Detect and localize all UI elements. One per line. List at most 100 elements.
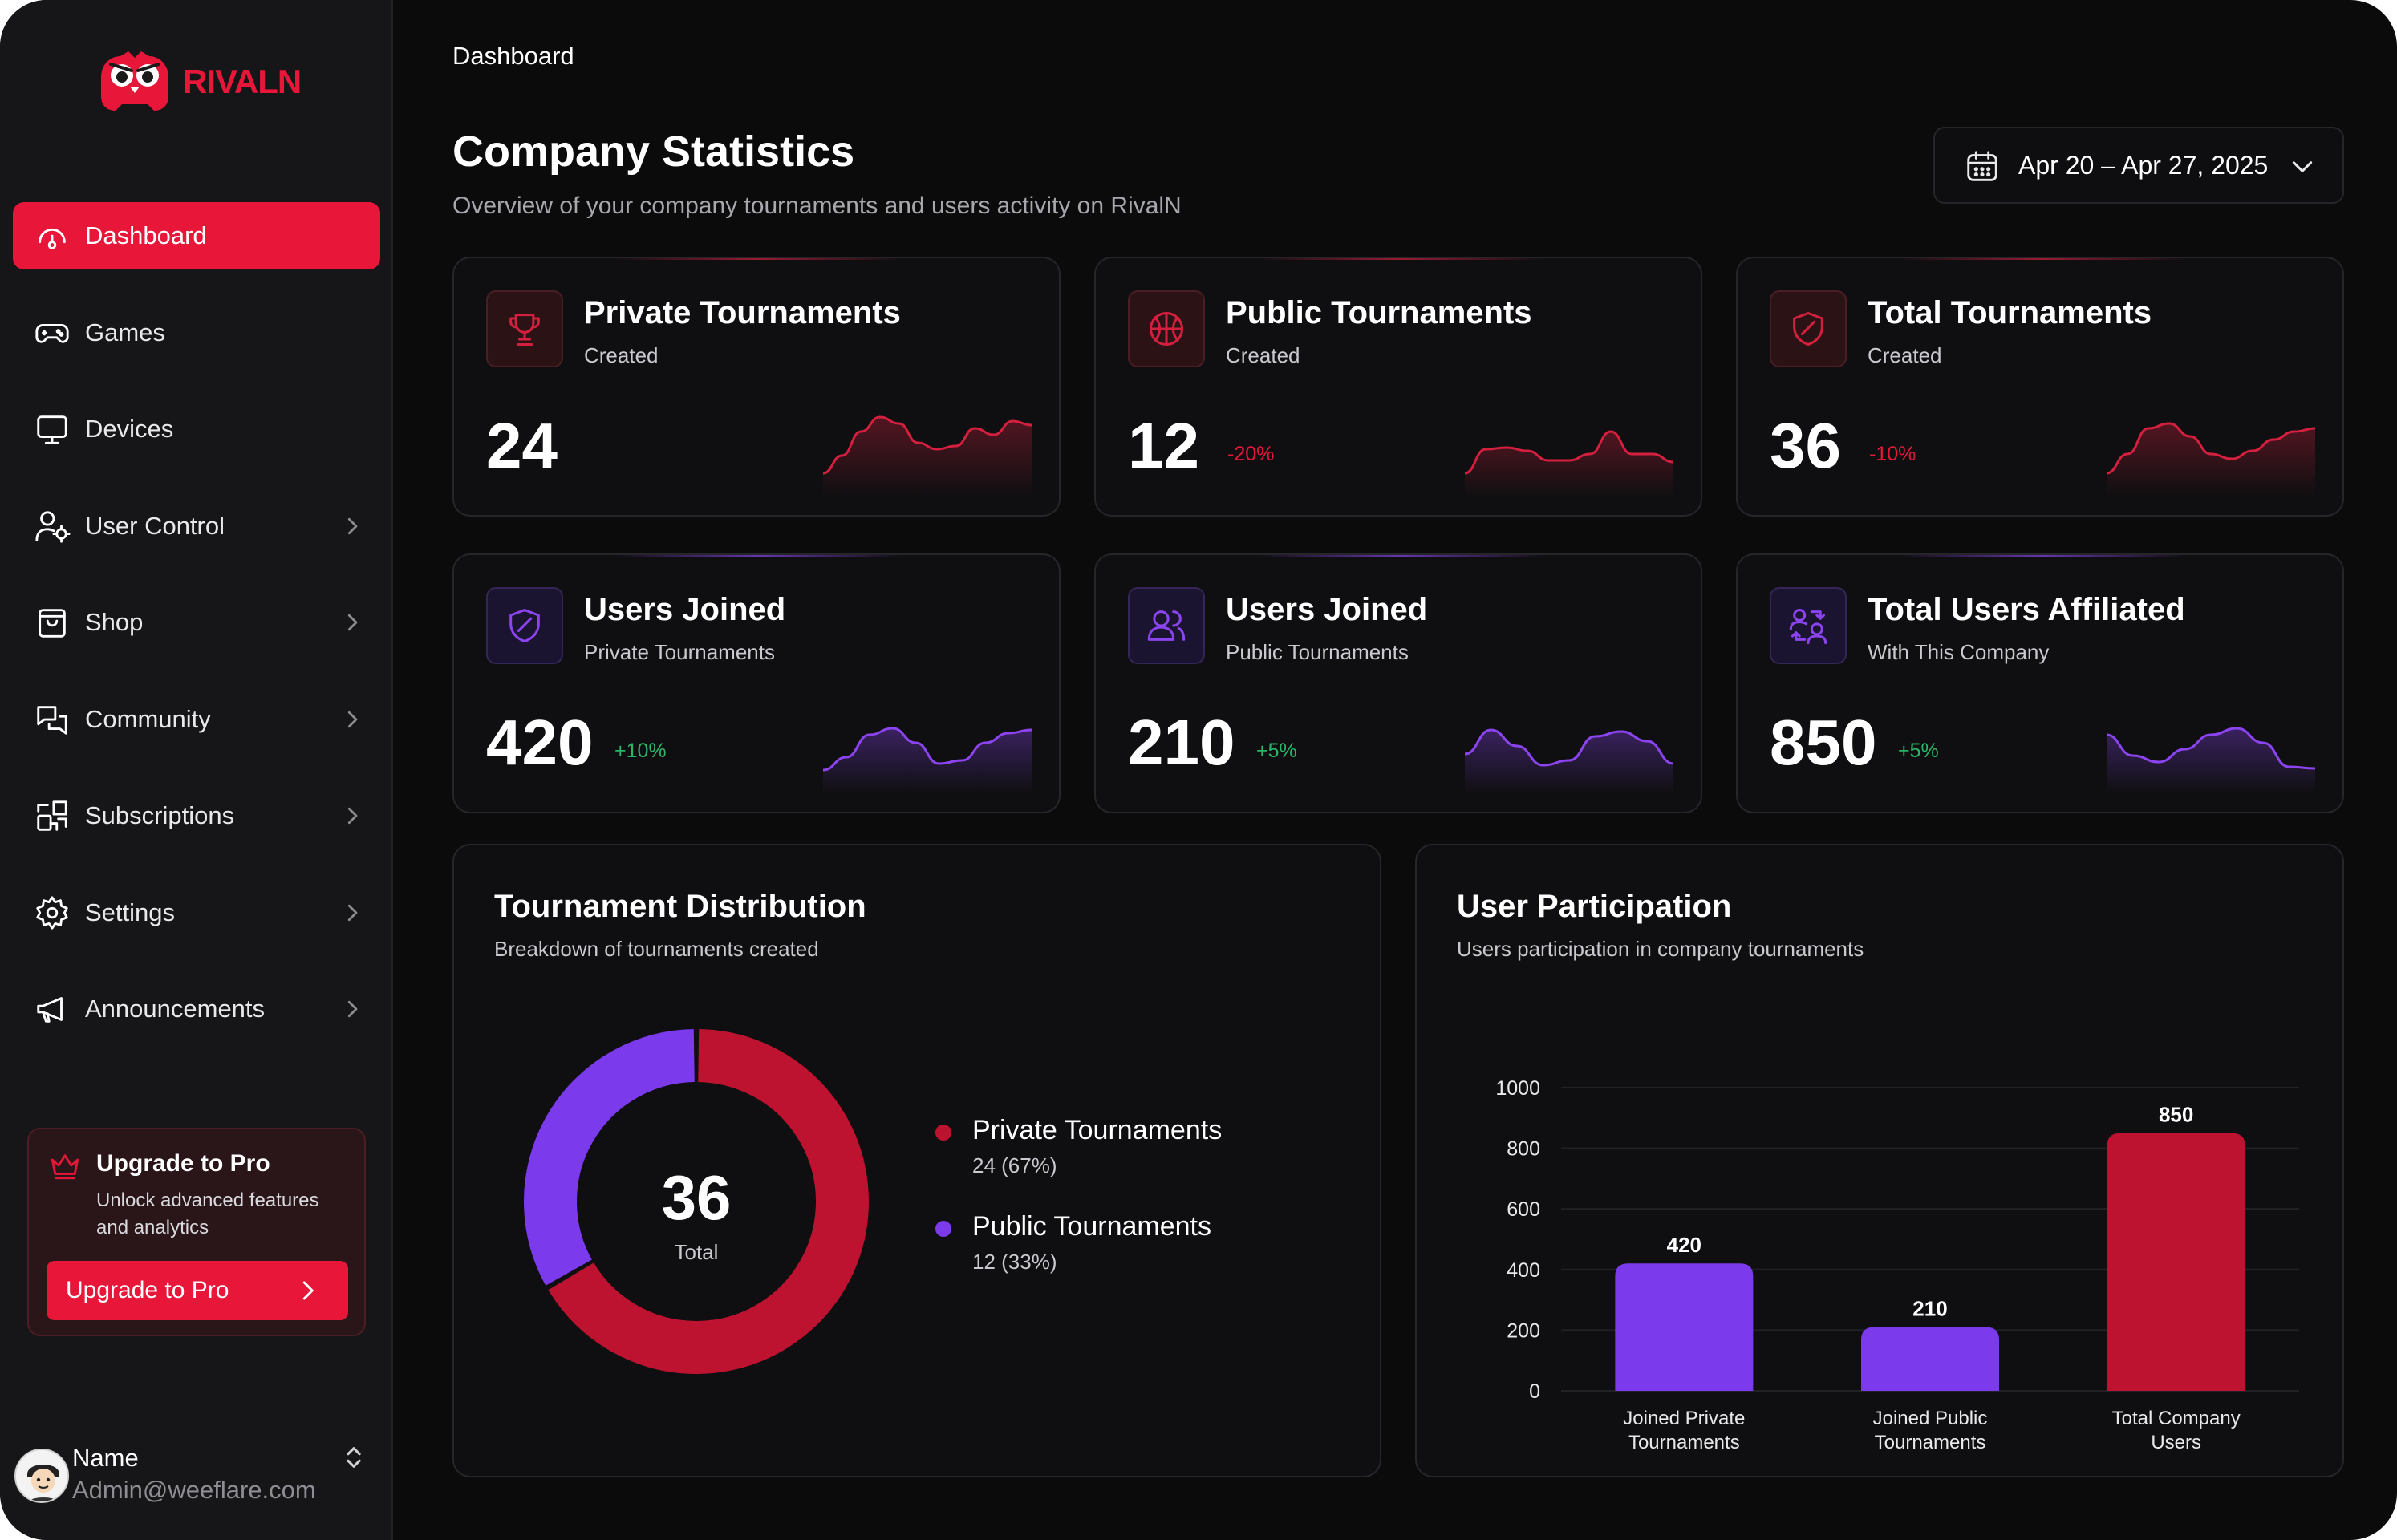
legend-dot	[935, 1221, 951, 1237]
sidebar-item-announcements[interactable]: Announcements	[13, 975, 380, 1043]
stat-subtitle: Public Tournaments	[1226, 640, 1409, 664]
sidebar-item-devices[interactable]: Devices	[13, 395, 380, 463]
chevron-up-down-icon[interactable]	[340, 1444, 367, 1471]
user-participation-panel: User Participation Users participation i…	[1415, 844, 2344, 1477]
upgrade-description: Unlock advanced features and analytics	[96, 1189, 319, 1238]
y-tick-label: 0	[1529, 1380, 1540, 1403]
stat-title: Private Tournaments	[584, 295, 901, 330]
stat-value: 12	[1128, 410, 1199, 481]
sidebar-item-label: Dashboard	[85, 221, 207, 249]
sidebar-item-subscriptions[interactable]: Subscriptions	[13, 782, 380, 849]
tournament-distribution-panel: Tournament Distribution Breakdown of tou…	[452, 844, 1381, 1477]
legend-label: Private Tournaments	[972, 1115, 1223, 1145]
sidebar-item-shop[interactable]: Shop	[13, 589, 380, 656]
chevron-right-icon	[347, 1000, 358, 1018]
stat-title: Total Users Affiliated	[1868, 592, 2185, 627]
user-switch-icon	[1789, 608, 1827, 645]
bar-chart: 0 200 400 600 800 1000 420 Joined Private Tourna…	[1495, 1077, 2299, 1453]
stat-subtitle: Private Tournaments	[584, 640, 775, 664]
y-tick-label: 400	[1507, 1259, 1540, 1282]
shield-icon	[1793, 311, 1823, 346]
date-range-picker[interactable]: Apr 20 – Apr 27, 2025	[1933, 127, 2344, 204]
sidebar-item-label: User Control	[85, 511, 225, 540]
sidebar-item-user-control[interactable]: User Control	[13, 492, 380, 560]
stat-card[interactable]: Total Tournaments Created 36 -10%	[1736, 257, 2344, 517]
donut-slice-private[interactable]	[548, 1029, 869, 1374]
sidebar: RIVALN Dashboard Games Devices User Control…	[0, 0, 393, 1540]
breadcrumb[interactable]: Dashboard	[452, 42, 574, 70]
stat-delta: -10%	[1869, 443, 1916, 465]
avatar	[14, 1449, 69, 1503]
card-glow	[614, 555, 903, 557]
stat-icon-box	[1128, 290, 1205, 367]
x-tick-label: Joined Public	[1873, 1408, 1988, 1429]
sparkline	[1465, 728, 1673, 794]
sparkline-area	[1465, 432, 1673, 497]
sparkline-area	[2107, 424, 2315, 497]
stat-value: 210	[1128, 707, 1235, 778]
stat-card[interactable]: Private Tournaments Created 24	[452, 257, 1061, 517]
gamepad-icon	[35, 323, 69, 343]
sparkline	[1465, 430, 1673, 497]
y-tick-label: 200	[1507, 1319, 1540, 1342]
upgrade-button[interactable]: Upgrade to Pro	[47, 1261, 348, 1320]
stat-subtitle: Created	[1868, 343, 1942, 367]
stat-card[interactable]: Total Users Affiliated With This Company 8…	[1736, 553, 2344, 813]
user-profile[interactable]: Name Admin@weeflare.com	[14, 1444, 367, 1516]
brand-logo[interactable]: RIVALN	[93, 47, 302, 114]
sparkline-line	[1465, 430, 1673, 475]
nav-icon-wrap	[34, 991, 71, 1027]
user-settings-icon	[35, 510, 71, 543]
stat-value: 36	[1770, 410, 1841, 481]
gear-icon	[36, 895, 68, 930]
stat-delta: +5%	[1256, 740, 1297, 762]
nav-icon-wrap	[34, 314, 71, 351]
upgrade-card: Upgrade to Pro Unlock advanced features …	[27, 1128, 366, 1336]
stat-card[interactable]: Public Tournaments Created 12 -20%	[1094, 257, 1702, 517]
profile-email: Admin@weeflare.com	[72, 1476, 316, 1504]
megaphone-icon	[37, 997, 63, 1023]
card-glow	[1256, 258, 1545, 260]
stat-card[interactable]: Users Joined Public Tournaments 210 +5%	[1094, 553, 1702, 813]
sparkline-line	[1465, 728, 1673, 767]
legend-value: 24 (67%)	[972, 1153, 1057, 1177]
card-glow	[1898, 555, 2187, 557]
brand-name: RIVALN	[183, 63, 302, 100]
stat-delta: -20%	[1227, 443, 1275, 465]
sidebar-item-settings[interactable]: Settings	[13, 879, 380, 946]
card-glow	[1256, 555, 1545, 557]
stat-delta: +10%	[614, 740, 667, 762]
stat-subtitle: With This Company	[1868, 640, 2050, 664]
users-icon	[1147, 610, 1186, 641]
stat-title: Users Joined	[1226, 592, 1428, 627]
chevron-right-icon	[347, 614, 358, 631]
x-tick-label: Tournaments	[1875, 1432, 1986, 1453]
shopping-bag-icon	[39, 609, 66, 638]
upgrade-title: Upgrade to Pro	[96, 1150, 270, 1177]
sidebar-item-games[interactable]: Games	[13, 299, 380, 367]
bar-value-label: 420	[1667, 1233, 1701, 1257]
stat-icon-box	[486, 587, 563, 664]
owl-logo-icon	[101, 51, 168, 111]
sidebar-item-dashboard[interactable]: Dashboard	[13, 202, 380, 270]
stat-card[interactable]: Users Joined Private Tournaments 420 +10%	[452, 553, 1061, 813]
card-glow	[614, 258, 903, 260]
sparkline-area	[823, 728, 1032, 794]
sidebar-item-label: Announcements	[85, 995, 266, 1023]
page-title: Company Statistics	[452, 128, 855, 176]
bar[interactable]	[2107, 1133, 2245, 1391]
bar[interactable]	[1861, 1327, 1999, 1391]
stat-title: Total Tournaments	[1868, 295, 2152, 330]
x-tick-label: Total Company	[2112, 1408, 2241, 1429]
panel-title: User Participation	[1457, 889, 1732, 924]
donut-slice-public[interactable]	[524, 1029, 696, 1286]
panel-subtitle: Users participation in company tournamen…	[1457, 937, 1864, 961]
bar[interactable]	[1615, 1263, 1754, 1391]
sparkline-line	[823, 415, 1032, 475]
sidebar-item-label: Devices	[85, 415, 174, 443]
chat-icon	[37, 705, 67, 735]
sidebar-item-community[interactable]: Community	[13, 686, 380, 753]
bar-value-label: 850	[2159, 1103, 2193, 1127]
sparkline-line	[2107, 422, 2315, 475]
